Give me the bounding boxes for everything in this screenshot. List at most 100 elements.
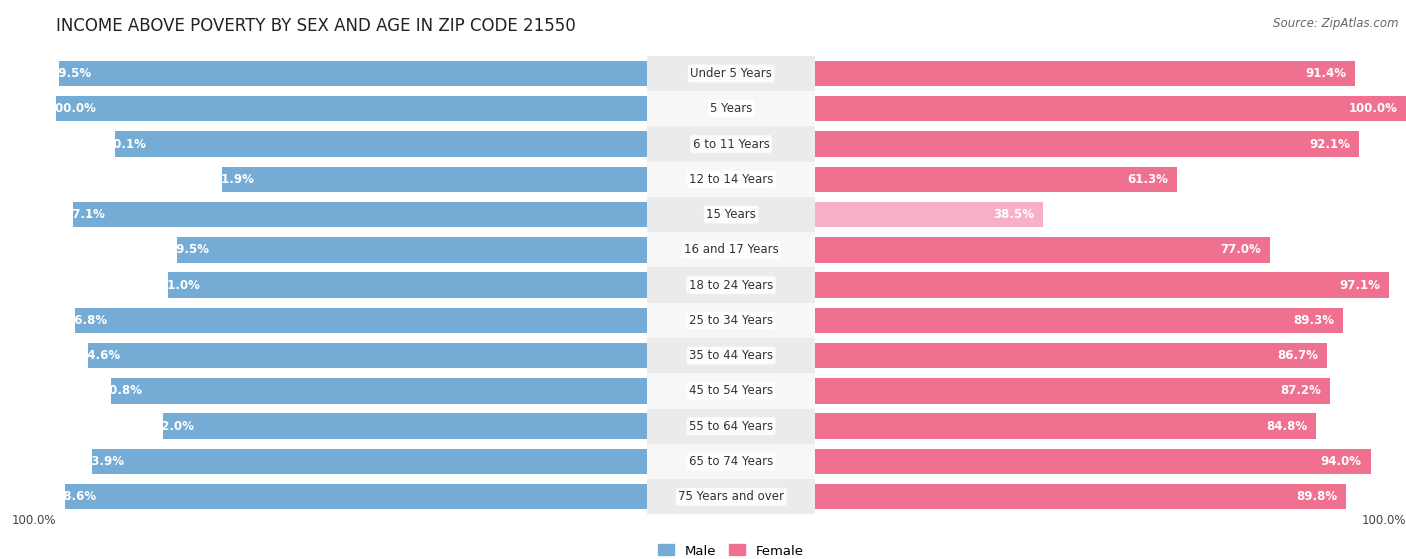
Bar	[0, 479, 1406, 514]
Text: 45 to 54 Years: 45 to 54 Years	[689, 385, 773, 397]
Bar	[647, 197, 1406, 232]
Bar	[0, 232, 815, 267]
Text: 65 to 74 Years: 65 to 74 Years	[689, 455, 773, 468]
Bar	[815, 307, 1343, 333]
Text: 93.9%: 93.9%	[83, 455, 124, 468]
Bar	[0, 126, 815, 162]
Bar	[0, 409, 1406, 444]
Text: Source: ZipAtlas.com: Source: ZipAtlas.com	[1274, 17, 1399, 30]
Text: 79.5%: 79.5%	[169, 243, 209, 257]
Text: 6 to 11 Years: 6 to 11 Years	[693, 138, 769, 150]
Bar	[0, 303, 1406, 338]
Text: 89.8%: 89.8%	[1296, 490, 1337, 503]
Bar	[0, 197, 815, 232]
Text: 5 Years: 5 Years	[710, 102, 752, 115]
Text: 38.5%: 38.5%	[993, 208, 1033, 221]
Bar	[177, 237, 647, 263]
Text: 71.9%: 71.9%	[214, 173, 254, 186]
Bar	[169, 272, 647, 298]
Bar	[0, 56, 815, 91]
Bar	[0, 338, 815, 373]
Text: 94.6%: 94.6%	[79, 349, 121, 362]
Bar	[0, 409, 815, 444]
Bar	[0, 303, 815, 338]
Bar	[0, 56, 1406, 91]
Text: 15 Years: 15 Years	[706, 208, 756, 221]
Text: INCOME ABOVE POVERTY BY SEX AND AGE IN ZIP CODE 21550: INCOME ABOVE POVERTY BY SEX AND AGE IN Z…	[56, 17, 576, 35]
Text: 25 to 34 Years: 25 to 34 Years	[689, 314, 773, 327]
Bar	[0, 267, 1406, 303]
Bar	[0, 444, 815, 479]
Bar	[93, 449, 647, 474]
Bar	[0, 232, 1406, 267]
Bar	[0, 373, 1406, 409]
Bar	[815, 131, 1360, 157]
Bar	[0, 373, 815, 409]
Bar	[815, 167, 1177, 192]
Bar	[647, 338, 1406, 373]
Bar	[815, 343, 1327, 368]
Text: 12 to 14 Years: 12 to 14 Years	[689, 173, 773, 186]
Bar	[647, 479, 1406, 514]
Text: 86.7%: 86.7%	[1278, 349, 1319, 362]
Bar	[89, 343, 647, 368]
Bar	[0, 197, 1406, 232]
Bar	[647, 444, 1406, 479]
Bar	[59, 61, 647, 86]
Text: 100.0%: 100.0%	[1348, 102, 1398, 115]
Text: 90.1%: 90.1%	[105, 138, 146, 150]
Text: 16 and 17 Years: 16 and 17 Years	[683, 243, 779, 257]
Text: 91.4%: 91.4%	[1305, 67, 1347, 80]
Text: 18 to 24 Years: 18 to 24 Years	[689, 278, 773, 292]
Text: 55 to 64 Years: 55 to 64 Years	[689, 420, 773, 433]
Bar	[815, 484, 1346, 509]
Bar	[222, 167, 647, 192]
Bar	[815, 202, 1043, 228]
Text: 96.8%: 96.8%	[66, 314, 107, 327]
Text: 61.3%: 61.3%	[1128, 173, 1168, 186]
Bar	[815, 272, 1389, 298]
Bar	[815, 378, 1330, 404]
Text: 89.3%: 89.3%	[1294, 314, 1334, 327]
Bar	[815, 449, 1371, 474]
Text: 77.0%: 77.0%	[1220, 243, 1261, 257]
Text: 81.0%: 81.0%	[160, 278, 201, 292]
Text: 82.0%: 82.0%	[153, 420, 194, 433]
Text: 100.0%: 100.0%	[1361, 514, 1406, 527]
Text: 75 Years and over: 75 Years and over	[678, 490, 785, 503]
Text: 35 to 44 Years: 35 to 44 Years	[689, 349, 773, 362]
Text: 90.8%: 90.8%	[101, 385, 143, 397]
Bar	[65, 484, 647, 509]
Bar	[815, 96, 1406, 121]
Text: 92.1%: 92.1%	[1309, 138, 1351, 150]
Bar	[647, 56, 1406, 91]
Bar	[647, 373, 1406, 409]
Bar	[73, 202, 647, 228]
Text: 98.6%: 98.6%	[56, 490, 97, 503]
Bar	[0, 126, 1406, 162]
Legend: Male, Female: Male, Female	[654, 539, 808, 559]
Bar	[815, 61, 1355, 86]
Bar	[0, 91, 815, 126]
Bar	[163, 414, 647, 439]
Bar	[815, 414, 1316, 439]
Text: Under 5 Years: Under 5 Years	[690, 67, 772, 80]
Text: 100.0%: 100.0%	[48, 102, 96, 115]
Bar	[0, 267, 815, 303]
Bar	[647, 409, 1406, 444]
Bar	[115, 131, 647, 157]
Text: 100.0%: 100.0%	[11, 514, 56, 527]
Bar	[0, 479, 815, 514]
Bar	[0, 162, 1406, 197]
Bar	[0, 91, 1406, 126]
Bar	[0, 338, 1406, 373]
Bar	[647, 232, 1406, 267]
Bar	[647, 267, 1406, 303]
Bar	[647, 162, 1406, 197]
Text: 97.1%: 97.1%	[65, 208, 105, 221]
Bar	[111, 378, 647, 404]
Bar	[0, 444, 1406, 479]
Text: 87.2%: 87.2%	[1281, 385, 1322, 397]
Text: 94.0%: 94.0%	[1320, 455, 1361, 468]
Bar	[647, 126, 1406, 162]
